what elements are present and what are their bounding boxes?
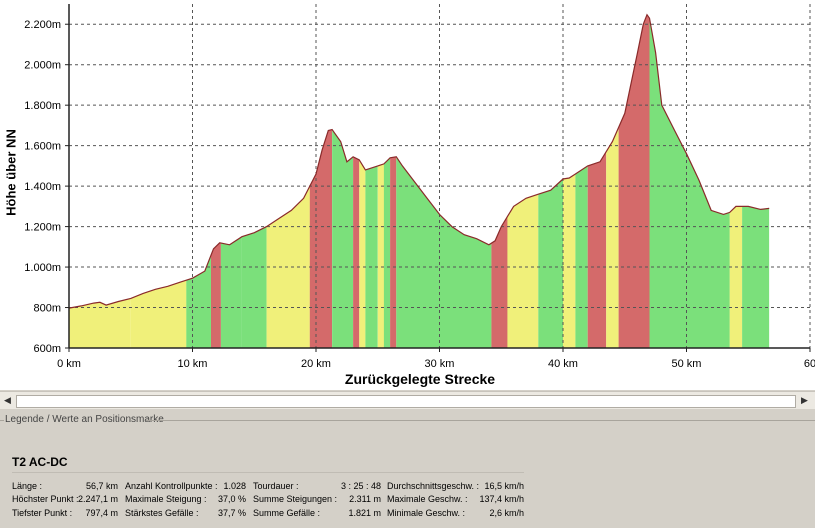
- x-tick-label: 50 km: [672, 358, 702, 370]
- stat-value: 2.247,1 m: [77, 494, 118, 504]
- gradient-segment-moderate: [377, 14, 384, 348]
- stat-label: Durchschnittsgeschw. :: [387, 481, 480, 491]
- y-tick-label: 1.000m: [24, 262, 61, 274]
- gradient-segment-moderate: [130, 14, 187, 348]
- gradient-segment-moderate: [297, 14, 310, 348]
- y-tick-label: 600m: [33, 343, 61, 355]
- stat-label: Anzahl Kontrollpunkte :: [125, 481, 218, 491]
- stat-label: Maximale Geschw. :: [387, 494, 468, 504]
- y-tick-label: 1.200m: [24, 222, 61, 234]
- gradient-segment-flat: [365, 14, 378, 348]
- stat-label: Länge :: [12, 481, 43, 491]
- gradient-fill-group: [69, 14, 770, 348]
- gradient-segment-steep: [309, 14, 332, 348]
- gradient-segment-moderate: [507, 14, 539, 348]
- y-tick-label: 1.400m: [24, 181, 61, 193]
- stat-value: 3 : 25 : 48: [340, 481, 381, 491]
- horizontal-scrollbar[interactable]: ◀ ▶: [0, 391, 815, 409]
- stat-value: 56,7 km: [85, 481, 118, 491]
- stat-value: 37,0 %: [217, 494, 246, 504]
- gradient-segment-flat: [383, 14, 391, 348]
- gradient-segment-flat: [241, 14, 267, 348]
- stat-value: 797,4 m: [85, 508, 118, 518]
- stat-label: Stärkstes Gefälle :: [125, 508, 199, 518]
- stat-label: Summe Gefälle :: [253, 508, 321, 518]
- stat-label: Maximale Steigung :: [125, 494, 207, 504]
- gradient-segment-steep: [587, 14, 607, 348]
- stat-value: 1.028: [223, 481, 246, 491]
- gradient-segment-moderate: [563, 14, 576, 348]
- stat-value: 16,5 km/h: [484, 481, 524, 491]
- legend-divider-left: [0, 420, 4, 421]
- legend-header: Legende / Werte an Positionsmarke: [0, 412, 815, 428]
- stat-value: 137,4 km/h: [479, 494, 524, 504]
- stat-value: 37,7 %: [217, 508, 246, 518]
- arrow-left-icon[interactable]: ◀: [4, 395, 11, 405]
- gradient-segment-flat: [332, 14, 354, 348]
- stat-label: Tourdauer :: [253, 481, 299, 491]
- gradient-segment-flat: [742, 14, 770, 348]
- gradient-segment-moderate: [729, 14, 743, 348]
- gradient-segment-flat: [538, 14, 563, 348]
- y-tick-label: 2.200m: [24, 19, 61, 31]
- stat-label: Minimale Geschw. :: [387, 508, 466, 518]
- y-axis-label: Höhe über NN: [3, 129, 19, 216]
- stat-value: 1.821 m: [348, 508, 381, 518]
- gradient-segment-flat: [186, 14, 211, 348]
- gradient-segment-steep: [211, 14, 221, 348]
- y-tick-label: 800m: [33, 303, 61, 315]
- x-tick-label: 30 km: [425, 358, 455, 370]
- elevation-line: [68, 13, 770, 309]
- elevation-chart[interactable]: 600m 800m 1.000m 1.200m 1.400m 1.600m 1.800m 2.…: [0, 0, 815, 390]
- gradient-segment-moderate: [606, 14, 619, 348]
- x-tick-label: 0 km: [57, 358, 81, 370]
- gradient-segment-moderate: [359, 14, 366, 348]
- gradient-segment-steep: [353, 14, 360, 348]
- x-tick-label: 60: [804, 358, 815, 370]
- legend-divider-right: [146, 420, 815, 421]
- stat-value: 2.311 m: [349, 494, 381, 504]
- x-axis-label: Zurückgelegte Strecke: [344, 371, 496, 387]
- stat-value: 2,6 km/h: [489, 508, 524, 518]
- y-tick-label: 1.600m: [24, 141, 61, 153]
- arrow-right-icon[interactable]: ▶: [801, 395, 808, 405]
- x-tick-label: 10 km: [178, 358, 208, 370]
- legend-title: Legende / Werte an Positionsmarke: [5, 414, 164, 425]
- gradient-segment-steep: [491, 14, 508, 348]
- gradient-segment-flat: [649, 14, 730, 348]
- stat-label: Höchster Punkt :: [12, 494, 79, 504]
- gradient-segment-moderate: [266, 14, 298, 348]
- gradient-segment-steep: [618, 14, 650, 348]
- gradient-segment-flat: [220, 14, 242, 348]
- stat-label: Summe Steigungen :: [253, 494, 338, 504]
- tour-name-underline: [12, 472, 524, 473]
- scrollbar-track[interactable]: [16, 395, 796, 408]
- x-tick-label: 40 km: [548, 358, 578, 370]
- gradient-segment-steep: [390, 14, 397, 348]
- tour-name: T2 AC-DC: [12, 455, 68, 469]
- stat-label: Tiefster Punkt :: [12, 508, 73, 518]
- y-tick-label: 1.800m: [24, 100, 61, 112]
- gradient-segment-flat: [575, 14, 588, 348]
- x-tick-label: 20 km: [301, 358, 331, 370]
- gradient-segment-moderate: [69, 14, 131, 348]
- y-tick-label: 2.000m: [24, 60, 61, 72]
- elevation-profile-svg: 600m 800m 1.000m 1.200m 1.400m 1.600m 1.800m 2.…: [24, 4, 815, 370]
